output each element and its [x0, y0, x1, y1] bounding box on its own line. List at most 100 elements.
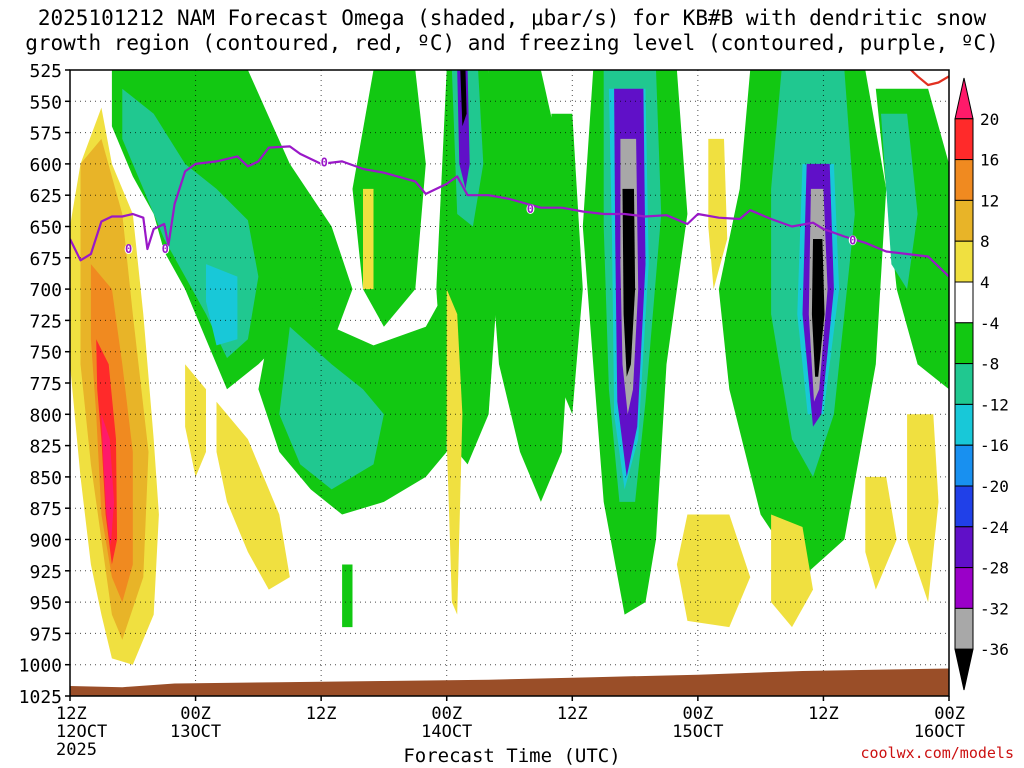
chart-title: 2025101212 NAM Forecast Omega (shaded, μ… [0, 6, 1024, 56]
colorbar-label: -28 [980, 559, 1009, 578]
surface-band [70, 668, 949, 696]
y-tick-label: 575 [29, 124, 62, 145]
surface-terrain [70, 668, 949, 696]
contour-label: 0 [527, 202, 534, 216]
x-tick-label: 13OCT [170, 722, 221, 742]
x-tick-label: 00Z [431, 704, 462, 724]
y-tick-label: 625 [29, 186, 62, 207]
colorbar-swatch [954, 118, 974, 161]
y-tick-label: 1000 [19, 656, 62, 677]
colorbar-label: -8 [980, 355, 999, 374]
x-tick-label: 00Z [934, 704, 965, 724]
omega-region [446, 289, 463, 615]
omega-region [342, 564, 353, 628]
colorbar-label: -20 [980, 477, 1009, 496]
y-tick-label: 775 [29, 374, 62, 395]
colorbar-label: -16 [980, 436, 1009, 455]
contour-label: 0 [849, 233, 856, 247]
x-tick-label: 12Z [557, 704, 588, 724]
x-tick-label: 00Z [180, 704, 211, 724]
colorbar-label: 4 [980, 273, 990, 292]
colorbar-swatch [954, 607, 974, 650]
x-tick-label: 12Z [306, 704, 337, 724]
omega-region [101, 414, 114, 546]
colorbar-label: 8 [980, 232, 990, 251]
y-axis: 525 550 575 600 625 650 675 700 725 750 775 800 825 8… [19, 61, 70, 708]
y-tick-label: 525 [29, 61, 62, 82]
contour-label-bg [526, 203, 535, 214]
colorbar-label: 20 [980, 110, 999, 129]
y-tick-label: 800 [29, 405, 62, 426]
colorbar-swatch [954, 240, 974, 283]
y-tick-label: 950 [29, 593, 62, 614]
omega-region [460, 70, 467, 127]
y-tick-label: 1025 [19, 687, 62, 708]
colorbar-label: 12 [980, 191, 999, 210]
colorbar-label: -4 [980, 314, 999, 333]
colorbar-swatch [954, 403, 974, 446]
colorbar-swatch [954, 199, 974, 242]
y-tick-label: 975 [29, 624, 62, 645]
omega-region [865, 476, 897, 590]
x-axis-label: Forecast Time (UTC) [403, 745, 621, 767]
contour-label-bg [124, 244, 133, 255]
colorbar-swatch [954, 648, 974, 691]
omega-region [551, 113, 583, 415]
contour-label-bg [848, 235, 857, 246]
colorbar-swatch [954, 159, 974, 201]
colorbar-legend: 20 16 12 8 4 -4 -8 -12 -16 -20 -24 -28 -32 -36 [954, 77, 1009, 691]
x-tick-label: 16OCT [914, 722, 965, 742]
omega-region [457, 70, 470, 189]
contour-label-bg [161, 244, 170, 255]
colorbar-label: -32 [980, 599, 1009, 618]
omega-region [206, 264, 238, 346]
title-line-2: growth region (contoured, red, ºC) and f… [25, 31, 999, 55]
colorbar-label: -36 [980, 640, 1009, 659]
colorbar-label: -12 [980, 395, 1009, 414]
colorbar-swatch [954, 77, 974, 120]
contour-label: 0 [125, 242, 132, 256]
series-line [70, 145, 949, 278]
omega-shading [70, 70, 949, 665]
colorbar-swatch [954, 567, 974, 609]
omega-region [622, 188, 636, 377]
colorbar-swatch [954, 363, 974, 405]
omega-region [488, 70, 573, 502]
colorbar-label: 16 [980, 151, 999, 170]
y-tick-label: 700 [29, 280, 62, 301]
y-tick-label: 925 [29, 562, 62, 583]
omega-region [216, 401, 290, 590]
x-tick-label: 2025 [56, 740, 97, 760]
y-tick-label: 650 [29, 218, 62, 239]
y-tick-label: 675 [29, 249, 62, 270]
colorbar-swatch [954, 444, 974, 487]
omega-region [771, 514, 813, 628]
y-tick-label: 750 [29, 343, 62, 364]
omega-region [363, 188, 374, 290]
y-tick-label: 550 [29, 92, 62, 113]
omega-region [811, 239, 825, 377]
y-tick-label: 850 [29, 468, 62, 489]
omega-region [907, 414, 939, 603]
y-tick-label: 725 [29, 311, 62, 332]
colorbar-swatch [954, 281, 974, 324]
contour-lines: 0 0 0 0 0 [70, 70, 949, 278]
colorbar-swatch [954, 526, 974, 569]
contour-label-bg [320, 157, 329, 168]
colorbar-label: -24 [980, 518, 1009, 537]
x-tick-label: 14OCT [421, 722, 472, 742]
omega-region [881, 113, 918, 290]
contour-label: 0 [162, 242, 169, 256]
omega-region [676, 514, 751, 628]
series-line [909, 70, 949, 87]
y-tick-label: 900 [29, 531, 62, 552]
y-tick-label: 825 [29, 437, 62, 458]
credit-link[interactable]: coolwx.com/models [860, 744, 1014, 762]
y-tick-label: 875 [29, 499, 62, 520]
omega-region [279, 326, 384, 490]
x-tick-label: 15OCT [672, 722, 723, 742]
colorbar-swatch [954, 485, 974, 528]
x-tick-label: 00Z [682, 704, 713, 724]
x-tick-label: 12OCT [56, 722, 107, 742]
